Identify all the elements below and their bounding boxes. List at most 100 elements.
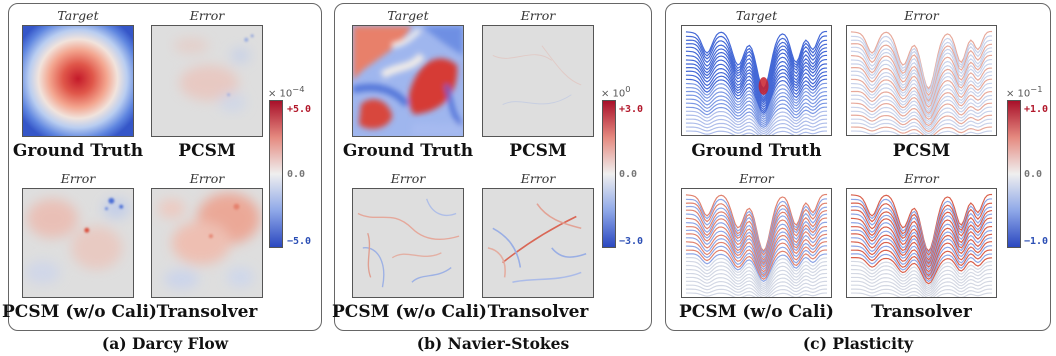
tile-label: PCSM bbox=[892, 141, 951, 161]
mesh-row bbox=[685, 205, 828, 259]
mesh-row bbox=[850, 264, 993, 289]
colorbar-scale: × 10−4 bbox=[268, 84, 305, 100]
colorbar-mid-label: 0.0 bbox=[1024, 169, 1043, 180]
mesh-row bbox=[685, 264, 828, 289]
mesh-row bbox=[850, 46, 993, 99]
mesh-row bbox=[685, 288, 828, 297]
ns-pcsm-error-image bbox=[482, 25, 594, 137]
mesh-row bbox=[850, 249, 993, 280]
mesh-row bbox=[685, 292, 828, 297]
ns-transolver-error-image bbox=[482, 188, 594, 298]
tile-tag: Error bbox=[390, 171, 426, 186]
mesh-row bbox=[685, 90, 828, 121]
mesh-row bbox=[685, 35, 828, 92]
mesh-row bbox=[850, 268, 993, 291]
darcy-pcsm-error-image bbox=[151, 25, 263, 137]
mesh-row bbox=[850, 54, 993, 102]
mesh-row bbox=[850, 122, 993, 135]
mesh-row bbox=[685, 70, 828, 111]
mesh-row bbox=[685, 213, 828, 263]
mesh-row bbox=[850, 217, 993, 265]
colorbar-max-label: +5.0 bbox=[287, 104, 312, 115]
colorbar-scale: × 10−1 bbox=[1006, 84, 1043, 100]
mesh-row bbox=[685, 276, 828, 295]
darcy-transolver-error-image bbox=[151, 188, 263, 298]
mesh-row bbox=[850, 86, 993, 118]
mesh-row bbox=[850, 43, 993, 97]
tile-tag: Error bbox=[189, 171, 225, 186]
mesh-row bbox=[685, 54, 828, 102]
mesh-row bbox=[850, 284, 993, 297]
mesh-row bbox=[685, 226, 828, 268]
mesh-row bbox=[850, 70, 993, 111]
mesh-row bbox=[850, 63, 993, 106]
mesh-row bbox=[850, 253, 993, 283]
mesh-row bbox=[685, 253, 828, 283]
mesh-row bbox=[850, 74, 993, 113]
mesh-row bbox=[850, 209, 993, 261]
mesh-row bbox=[850, 130, 993, 135]
mesh-row bbox=[685, 260, 828, 287]
colorbar-min-label: −3.0 bbox=[619, 236, 644, 247]
mesh-row bbox=[850, 82, 993, 116]
mesh-row bbox=[685, 217, 828, 265]
plasticity-pcsm-wo-cali-error-image bbox=[681, 188, 832, 298]
mesh-row bbox=[685, 280, 828, 297]
mesh-row bbox=[850, 50, 993, 101]
colorbar-darcy bbox=[269, 100, 283, 248]
mesh-row bbox=[685, 268, 828, 291]
mesh-row bbox=[850, 67, 993, 108]
plasticity-transolver-error-image bbox=[846, 188, 997, 298]
plasticity-ground-truth-image bbox=[681, 25, 832, 136]
mesh-row bbox=[850, 118, 993, 135]
tile-tag: Error bbox=[904, 8, 939, 23]
mesh-row bbox=[850, 58, 993, 104]
mesh-row bbox=[850, 221, 993, 266]
mesh-row bbox=[685, 98, 828, 125]
tile-label: Transolver bbox=[871, 302, 972, 322]
mesh-row bbox=[685, 39, 828, 94]
tile-tag: Target bbox=[735, 8, 778, 23]
mesh-row bbox=[850, 245, 993, 278]
mesh-row bbox=[850, 260, 993, 287]
mesh-row bbox=[685, 67, 828, 108]
mesh-row bbox=[685, 241, 828, 277]
mesh-row bbox=[850, 241, 993, 277]
mesh-row bbox=[850, 198, 993, 254]
mesh-row bbox=[850, 202, 993, 256]
mesh-row bbox=[685, 249, 828, 280]
tile-tag: Error bbox=[189, 8, 225, 23]
mesh-row bbox=[685, 198, 828, 254]
tile-tag: Error bbox=[60, 171, 96, 186]
mesh-row bbox=[850, 106, 993, 128]
tile-label: Ground Truth bbox=[12, 141, 144, 161]
mesh-row bbox=[850, 257, 993, 285]
plasticity-pcsm-error-image bbox=[846, 25, 997, 136]
mesh-row bbox=[850, 94, 993, 123]
mesh-row bbox=[685, 237, 828, 275]
mesh-row bbox=[850, 280, 993, 297]
tile-tag: Target bbox=[387, 8, 429, 23]
tile-label: Ground Truth bbox=[691, 141, 822, 161]
darcy-pcsm-wo-cali-error-image bbox=[22, 188, 134, 298]
panel-caption: (b) Navier-Stokes bbox=[416, 334, 570, 353]
tile-tag: Target bbox=[57, 8, 99, 23]
mesh-row bbox=[685, 82, 828, 116]
mesh-row bbox=[850, 39, 993, 94]
tile-label: Transolver bbox=[487, 302, 589, 322]
mesh-row bbox=[685, 94, 828, 123]
mesh-row bbox=[685, 221, 828, 266]
mesh-row bbox=[850, 237, 993, 275]
mesh-row bbox=[850, 110, 993, 130]
mesh-row bbox=[685, 63, 828, 106]
tile-tag: Error bbox=[739, 171, 774, 186]
colorbar-max-label: +1.0 bbox=[1024, 104, 1049, 115]
mesh-row bbox=[685, 122, 828, 135]
tile-label: Ground Truth bbox=[342, 141, 474, 161]
mesh-row bbox=[685, 110, 828, 130]
tile-label: PCSM (w/o Cali) bbox=[679, 302, 834, 322]
mesh-row bbox=[685, 245, 828, 278]
mesh-row bbox=[685, 229, 828, 271]
mesh-row bbox=[685, 284, 828, 297]
mesh-row bbox=[850, 213, 993, 263]
